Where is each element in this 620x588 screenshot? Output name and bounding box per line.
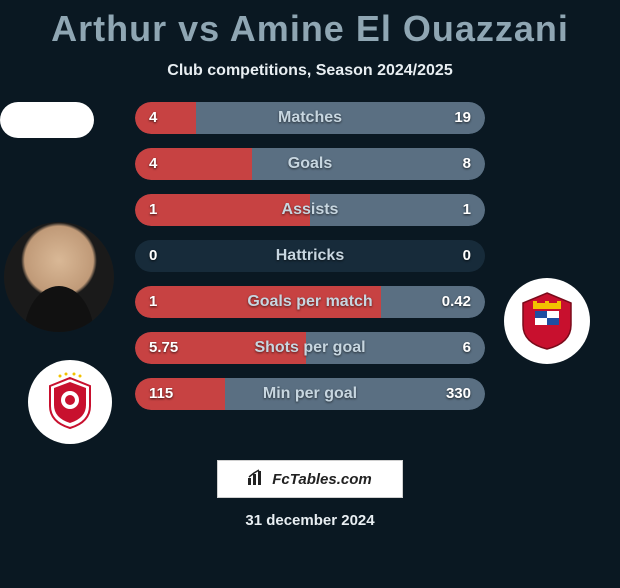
benfica-crest-icon xyxy=(40,372,100,432)
bar-value-right: 8 xyxy=(463,148,471,180)
bar-value-left: 4 xyxy=(149,102,157,134)
bar-label: Min per goal xyxy=(135,378,485,410)
comparison-stage: Matches419Goals48Assists11Hattricks00Goa… xyxy=(0,102,620,442)
stat-row: Goals4 8 xyxy=(135,148,485,180)
bar-value-right: 6 xyxy=(463,332,471,364)
page-title: Arthur vs Amine El Ouazzani xyxy=(0,8,620,50)
site-logo-text: FcTables.com xyxy=(272,471,371,488)
bar-value-left: 1 xyxy=(149,194,157,226)
stat-row: Assists1 1 xyxy=(135,194,485,226)
club-crest-right xyxy=(504,278,590,364)
bar-value-right: 1 xyxy=(463,194,471,226)
braga-crest-icon xyxy=(515,289,579,353)
bar-label: Assists xyxy=(135,194,485,226)
bar-value-left: 1 xyxy=(149,286,157,318)
bar-label: Goals per match xyxy=(135,286,485,318)
player-left-photo xyxy=(4,222,114,332)
bar-label: Matches xyxy=(135,102,485,134)
bars-column: Matches419Goals48Assists11Hattricks00Goa… xyxy=(135,102,485,424)
stat-row: Min per goal115 330 xyxy=(135,378,485,410)
player-right-photo-placeholder xyxy=(0,102,94,138)
page-subtitle: Club competitions, Season 2024/2025 xyxy=(0,62,620,80)
club-crest-left xyxy=(28,360,112,444)
stat-row: Matches4 19 xyxy=(135,102,485,134)
footer-date: 31 december 2024 xyxy=(0,512,620,529)
bar-value-left: 115 xyxy=(149,378,173,410)
bar-value-right: 0.42 xyxy=(442,286,471,318)
site-logo-icon xyxy=(248,469,266,489)
bar-value-right: 0 xyxy=(463,240,471,272)
stat-row: Hattricks0 0 xyxy=(135,240,485,272)
bar-label: Goals xyxy=(135,148,485,180)
bar-label: Hattricks xyxy=(135,240,485,272)
site-logo: FcTables.com xyxy=(217,460,403,498)
bar-value-right: 330 xyxy=(446,378,471,410)
bar-value-left: 5.75 xyxy=(149,332,178,364)
stat-row: Goals per match1 0.42 xyxy=(135,286,485,318)
stat-row: Shots per goal5.75 6 xyxy=(135,332,485,364)
bar-value-left: 4 xyxy=(149,148,157,180)
bar-value-left: 0 xyxy=(149,240,157,272)
bar-label: Shots per goal xyxy=(135,332,485,364)
bar-value-right: 19 xyxy=(454,102,471,134)
